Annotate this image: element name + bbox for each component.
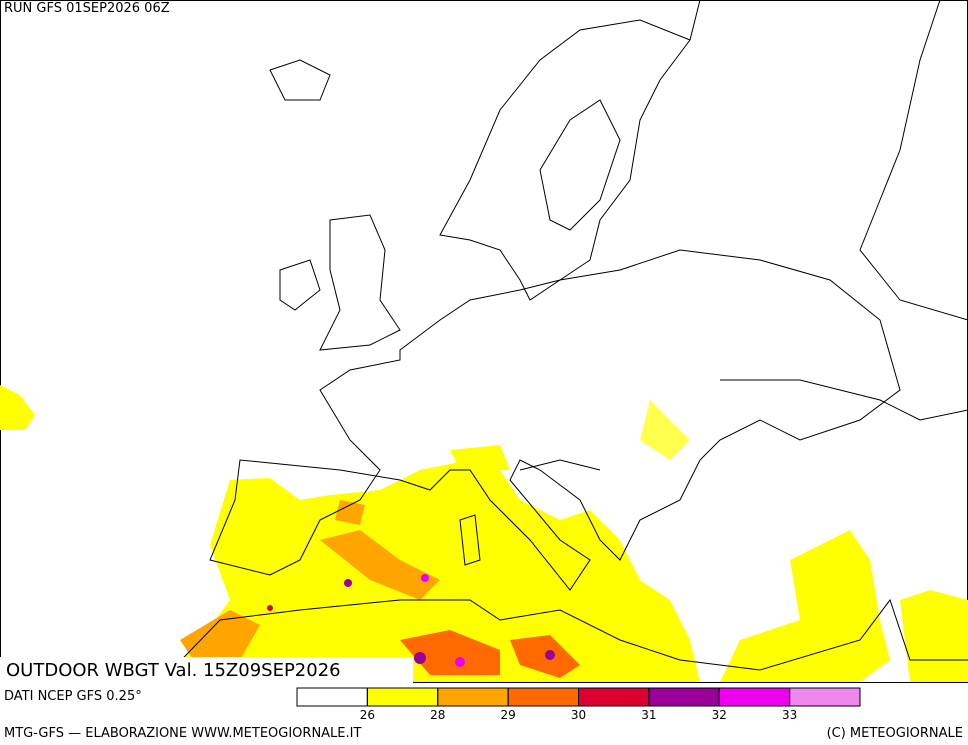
- copyright-label: (C) METEOGIORNALE: [827, 726, 963, 741]
- coastlines: [159, 0, 968, 683]
- credit-label: MTG-GFS — ELABORAZIONE WWW.METEOGIORNALE…: [4, 726, 361, 741]
- title-box: [0, 657, 413, 683]
- legend-tick-label: 26: [360, 708, 375, 722]
- legend-tick-label: 32: [712, 708, 727, 722]
- legend-swatch: [718, 687, 791, 707]
- legend-swatch: [507, 687, 579, 707]
- legend-swatch: [437, 687, 509, 707]
- color-legend: 26 28 29 30 31 32 33: [296, 687, 861, 722]
- legend-swatch: [648, 687, 720, 707]
- legend-swatch: [296, 687, 368, 707]
- legend-swatch: [789, 687, 861, 707]
- legend-swatch: [578, 687, 650, 707]
- source-label: DATI NCEP GFS 0.25°: [4, 689, 142, 704]
- legend-swatch: [366, 687, 439, 707]
- map-title: OUTDOOR WBGT Val. 15Z09SEP2026: [6, 660, 341, 681]
- run-label: RUN GFS 01SEP2026 06Z: [4, 1, 170, 16]
- legend-tick-label: 30: [571, 708, 586, 722]
- legend-tick-label: 29: [500, 708, 515, 722]
- legend-tick-label: 31: [641, 708, 656, 722]
- legend-tick-label: 33: [782, 708, 797, 722]
- map: RUN GFS 01SEP2026 06Z OUTDOOR WBGT Val. …: [0, 0, 968, 683]
- legend-tick-label: 28: [430, 708, 445, 722]
